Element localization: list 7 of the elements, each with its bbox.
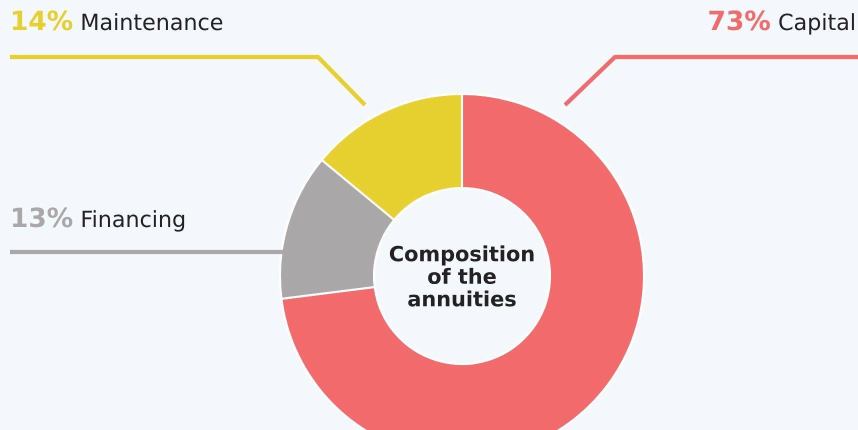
slice-label: Capital — [779, 13, 854, 35]
slice-label: Financing — [82, 210, 184, 232]
text: Composition of the annuities — [390, 245, 534, 307]
slice-label: Maintenance — [82, 13, 222, 30]
data-label: 13% — [12, 207, 72, 228]
data-label: 73% — [709, 10, 770, 30]
data-label: 14% — [12, 10, 72, 30]
